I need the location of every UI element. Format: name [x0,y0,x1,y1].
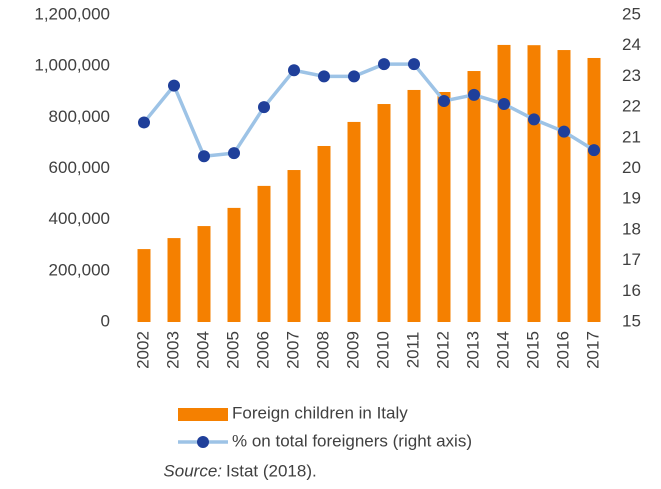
marker [138,116,150,129]
marker [588,144,600,157]
bar [167,238,181,322]
line [142,62,595,159]
marker [528,113,540,126]
marker [408,58,420,71]
marker [468,88,480,101]
bar [587,57,601,322]
y2-tick-label: 16 [622,281,641,300]
y2-tick-label: 24 [622,35,641,54]
x-tick-label: 2009 [343,331,362,369]
marker [378,58,390,71]
legend-marker [197,436,209,448]
y2-tick-label: 18 [622,219,641,238]
legend-label: % on total foreigners (right axis) [232,431,472,450]
y2-tick-label: 19 [622,189,641,208]
bar [377,104,391,322]
bar [527,45,541,323]
bar [257,185,271,322]
marker [558,125,570,138]
bar [317,145,331,322]
y2-tick-label: 23 [622,66,641,85]
x-tick-label: 2015 [523,331,542,369]
y-tick-label: 0 [101,311,110,330]
y2-tick-label: 15 [622,311,641,330]
x-tick-label: 2007 [283,331,302,369]
bar [197,226,211,322]
marker [228,147,240,160]
x-tick-label: 2017 [583,331,602,369]
marker [288,64,300,77]
x-tick-label: 2014 [493,331,512,369]
x-tick-label: 2016 [553,331,572,369]
marker [318,70,330,83]
bar [557,50,571,323]
y-tick-label: 1,000,000 [34,56,110,75]
x-tick-label: 2008 [313,331,332,369]
y2-tick-label: 20 [622,158,641,177]
bar [497,44,511,323]
marker [438,94,450,107]
y-tick-label: 400,000 [49,209,110,228]
legend-label: Foreign children in Italy [232,403,408,422]
bar [137,249,151,322]
bar [467,71,481,322]
x-tick-label: 2006 [253,331,272,369]
y-tick-label: 1,200,000 [34,4,110,23]
y-tick-label: 200,000 [49,260,110,279]
y2-tick-label: 22 [622,97,641,116]
y2-tick-label: 25 [622,4,641,23]
marker [498,98,510,111]
source-label: Source: [163,461,222,480]
x-tick-label: 2003 [163,331,182,369]
x-tick-label: 2002 [133,331,152,369]
marker [348,70,360,83]
bar [407,89,421,322]
x-tick-label: 2011 [403,332,422,369]
y-tick-label: 600,000 [49,158,110,177]
x-tick-label: 2012 [433,331,452,369]
bar [437,92,451,323]
y2-tick-label: 17 [622,250,641,269]
bar [227,207,241,322]
source-text: Istat (2018). [226,461,317,480]
x-tick-label: 2013 [463,331,482,369]
x-tick-label: 2004 [193,331,212,369]
legend-swatch [178,408,228,421]
x-tick-label: 2005 [223,331,242,369]
marker [198,150,210,163]
bar [347,121,361,323]
marker [258,101,270,114]
bar [287,170,301,322]
x-tick-label: 2010 [373,331,392,369]
y2-tick-label: 21 [622,127,641,146]
y-tick-label: 800,000 [49,107,110,126]
marker [168,79,180,92]
